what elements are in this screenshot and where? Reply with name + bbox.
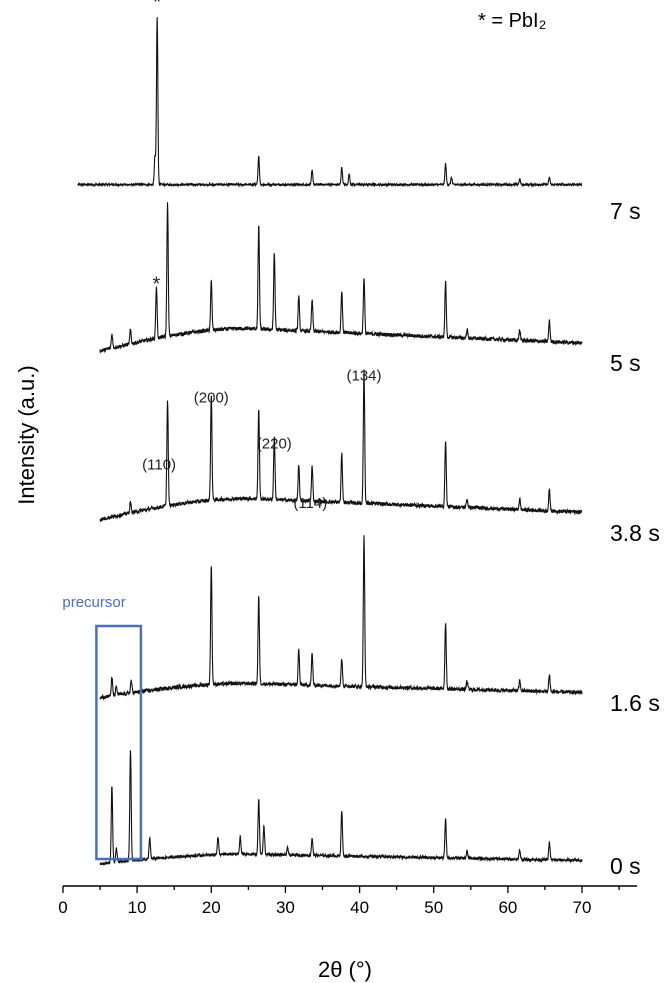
x-tick-label: 70 <box>573 898 592 917</box>
x-tick-label: 10 <box>128 898 147 917</box>
series-line-1-6s <box>99 535 583 701</box>
x-tick-label: 20 <box>202 898 221 917</box>
series-line-3-8s <box>99 369 583 523</box>
x-tick-label: 30 <box>276 898 295 917</box>
pbi2-peak-marker: * <box>153 273 161 295</box>
label-layer: 7 s 5 s 3.8 s 1.6 s 0 s <box>610 198 660 879</box>
series-line-0s <box>99 750 583 867</box>
miller-index-label: (134) <box>346 368 381 385</box>
x-axis-label: 2θ (°) <box>318 957 372 982</box>
x-tick-label: 40 <box>350 898 369 917</box>
pbi2-peak-marker: * <box>153 0 161 14</box>
miller-index-label: (200) <box>194 390 229 407</box>
x-axis: 0 10 20 30 40 50 60 70 <box>58 885 637 917</box>
annotation-layer: * * (110) (200) (220) (114) (134) <box>142 0 381 512</box>
x-tick-label: 0 <box>58 898 67 917</box>
series-label-7s: 7 s <box>610 198 641 224</box>
series-label-1-6s: 1.6 s <box>610 690 660 716</box>
series-label-5s: 5 s <box>610 350 641 376</box>
x-tick-label: 50 <box>424 898 443 917</box>
miller-index-label: (114) <box>293 495 327 512</box>
series-layer <box>77 17 583 867</box>
series-line-7s <box>77 17 583 188</box>
x-tick-label: 60 <box>498 898 517 917</box>
precursor-highlight-box <box>95 624 143 861</box>
series-label-0s: 0 s <box>610 853 641 879</box>
miller-index-label: (110) <box>142 457 176 474</box>
series-label-3-8s: 3.8 s <box>610 520 660 546</box>
precursor-label: precursor <box>62 594 125 611</box>
pbi2-legend-note: * = PbI₂ <box>478 10 546 32</box>
miller-index-label: (220) <box>257 436 292 453</box>
y-axis-label: Intensity (a.u.) <box>14 365 39 504</box>
series-line-5s <box>99 202 583 354</box>
